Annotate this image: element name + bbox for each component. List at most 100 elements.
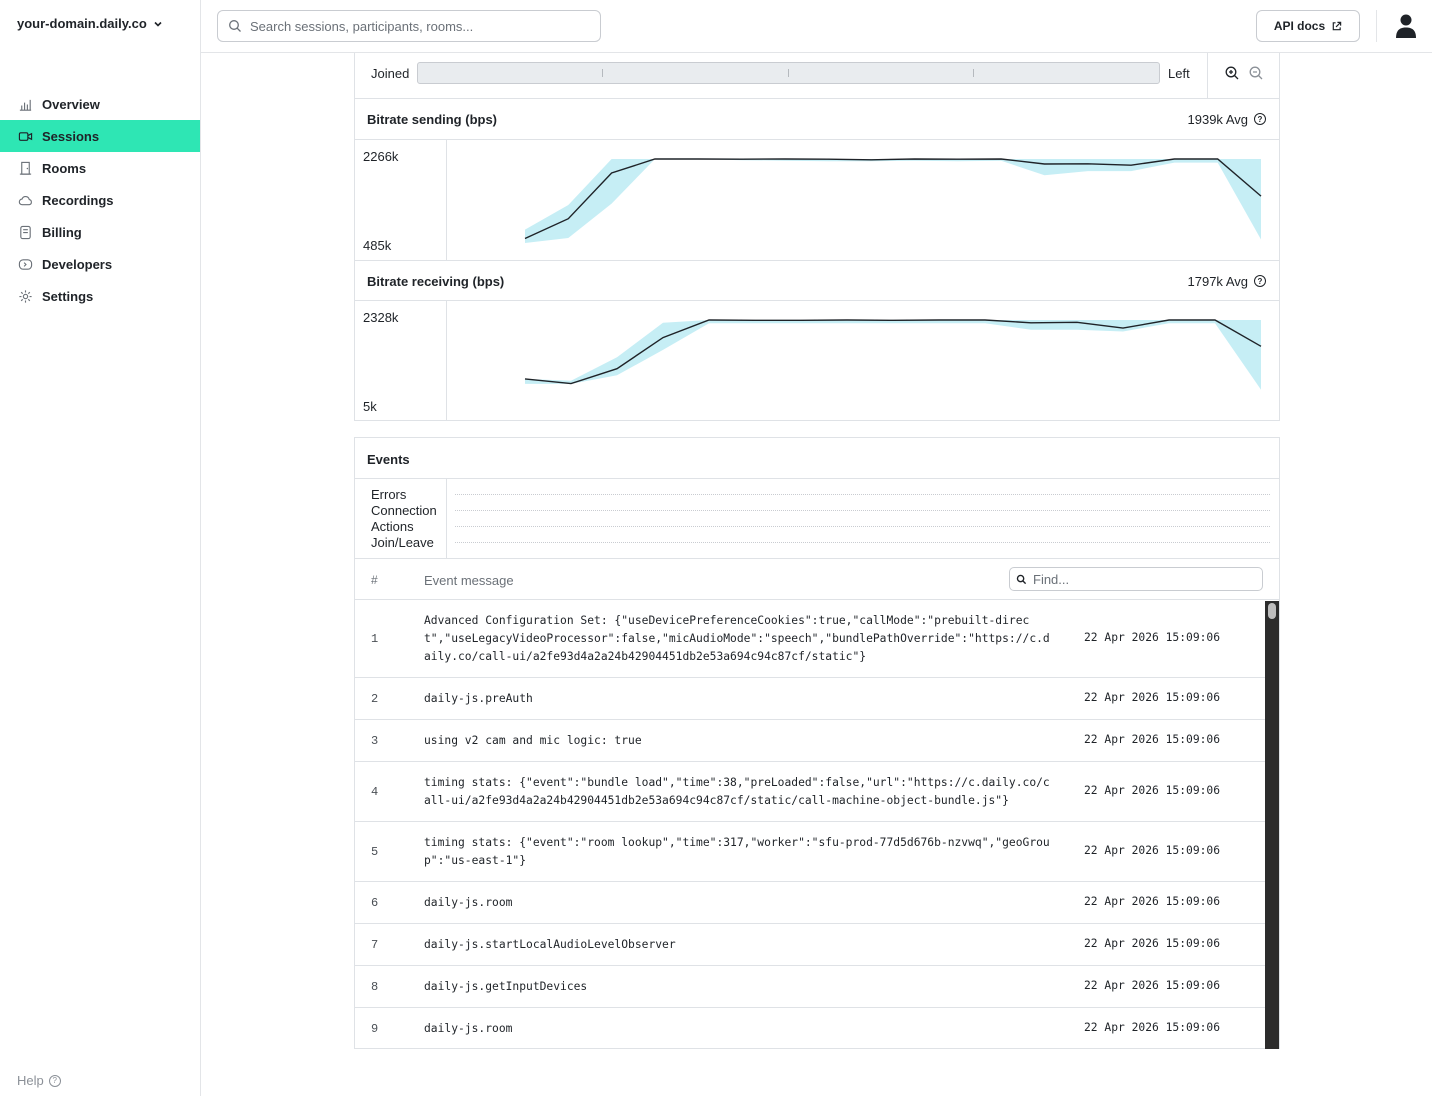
info-icon[interactable]: ?: [1254, 275, 1266, 287]
user-avatar-icon[interactable]: [1394, 13, 1418, 39]
timeline-tick: [602, 69, 603, 77]
column-header-message: Event message: [424, 573, 514, 588]
row-number: 4: [371, 785, 379, 799]
sidebar: your-domain.daily.co Overview Sessions R…: [0, 0, 201, 1096]
bitrate-sending-title: Bitrate sending (bps): [367, 112, 498, 127]
bitrate-receiving-header: Bitrate receiving (bps) 1797k Avg ?: [355, 260, 1279, 301]
row-time: 22 Apr 2026 15:09:06: [1084, 1021, 1221, 1034]
sidebar-item-label: Developers: [42, 256, 113, 272]
lane-label-actions: Actions: [371, 519, 414, 534]
bitrate-receiving-chart: 2328k 5k: [355, 301, 1279, 421]
events-title: Events: [367, 452, 410, 467]
row-time: 22 Apr 2026 15:09:06: [1084, 979, 1221, 992]
row-time: 22 Apr 2026 15:09:06: [1084, 895, 1221, 908]
y-max-label: 2328k: [363, 310, 399, 325]
find-input[interactable]: [1033, 571, 1253, 587]
api-docs-label: API docs: [1273, 19, 1326, 33]
row-time: 22 Apr 2026 15:09:06: [1084, 784, 1221, 797]
table-row[interactable]: 5 timing stats: {"event":"room lookup","…: [355, 822, 1265, 882]
timeline-track[interactable]: [417, 62, 1160, 84]
gear-icon: [17, 288, 33, 304]
video-camera-icon: [17, 128, 33, 144]
sidebar-item-rooms[interactable]: Rooms: [0, 152, 200, 184]
table-row[interactable]: 3 using v2 cam and mic logic: true 22 Ap…: [355, 720, 1265, 762]
bitrate-series-line: [524, 319, 1262, 385]
table-row[interactable]: 1 Advanced Configuration Set: {"useDevic…: [355, 601, 1265, 678]
table-row[interactable]: 2 daily-js.preAuth 22 Apr 2026 15:09:06: [355, 678, 1265, 720]
sidebar-item-developers[interactable]: Developers: [0, 248, 200, 280]
sidebar-item-label: Sessions: [42, 128, 100, 144]
receipt-icon: [17, 224, 33, 240]
bitrate-range-band: [525, 159, 1261, 243]
bitrate-receiving-plot[interactable]: [448, 301, 1279, 421]
row-number: 2: [371, 692, 379, 706]
table-row[interactable]: 8 daily-js.getInputDevices 22 Apr 2026 1…: [355, 966, 1265, 1008]
bitrate-receiving-avg: 1797k Avg: [1187, 274, 1248, 289]
lane-track-join-leave: [455, 542, 1270, 543]
table-row[interactable]: 7 daily-js.startLocalAudioLevelObserver …: [355, 924, 1265, 966]
events-table-body: 1 Advanced Configuration Set: {"useDevic…: [355, 601, 1265, 1049]
divider: [1207, 53, 1208, 98]
search-box[interactable]: [217, 10, 601, 42]
sidebar-item-overview[interactable]: Overview: [0, 88, 200, 120]
y-max-label: 2266k: [363, 149, 399, 164]
row-message: timing stats: {"event":"bundle load","ti…: [424, 776, 1050, 807]
sidebar-item-label: Billing: [42, 224, 82, 240]
zoom-out-icon[interactable]: [1248, 65, 1264, 81]
lane-label-join-leave: Join/Leave: [371, 535, 434, 550]
y-min-label: 485k: [363, 238, 392, 253]
row-message: daily-js.room: [424, 1022, 513, 1035]
domain-switcher[interactable]: your-domain.daily.co: [17, 16, 163, 31]
scrollbar-thumb[interactable]: [1268, 603, 1276, 619]
y-min-label: 5k: [363, 399, 377, 414]
table-row[interactable]: 9 daily-js.room 22 Apr 2026 15:09:06: [355, 1008, 1265, 1049]
bitrate-range-band: [525, 320, 1261, 390]
table-row[interactable]: 6 daily-js.room 22 Apr 2026 15:09:06: [355, 882, 1265, 924]
events-panel: Events Errors Connection Actions Join/Le…: [354, 437, 1280, 1049]
lane-track-actions: [455, 526, 1270, 527]
external-link-icon: [1332, 21, 1342, 30]
find-box[interactable]: [1009, 567, 1263, 591]
row-time: 22 Apr 2026 15:09:06: [1084, 631, 1221, 644]
lane-label-errors: Errors: [371, 487, 407, 502]
sidebar-item-billing[interactable]: Billing: [0, 216, 200, 248]
sidebar-item-settings[interactable]: Settings: [0, 280, 200, 312]
lane-labels: Errors Connection Actions Join/Leave: [355, 479, 447, 559]
bitrate-sending-plot[interactable]: [448, 140, 1279, 260]
row-number: 1: [371, 632, 379, 646]
row-message: daily-js.startLocalAudioLevelObserver: [424, 938, 676, 951]
row-message: daily-js.room: [424, 896, 513, 909]
event-lanes: Errors Connection Actions Join/Leave: [355, 479, 1279, 559]
left-label: Left: [1168, 66, 1190, 81]
sidebar-item-recordings[interactable]: Recordings: [0, 184, 200, 216]
sidebar-item-sessions[interactable]: Sessions: [0, 120, 200, 152]
chevron-down-icon: [154, 21, 162, 27]
row-message: Advanced Configuration Set: {"useDeviceP…: [424, 614, 1050, 663]
sidebar-item-label: Recordings: [42, 192, 114, 208]
api-docs-button[interactable]: API docs: [1256, 10, 1360, 42]
sidebar-nav: Overview Sessions Rooms Recordings Billi…: [0, 88, 200, 312]
timeline-tick: [973, 69, 974, 77]
row-number: 7: [371, 938, 379, 952]
joined-label: Joined: [371, 66, 410, 81]
zoom-in-icon[interactable]: [1224, 65, 1240, 81]
timeline-tick: [788, 69, 789, 77]
events-table-header: # Event message: [355, 560, 1279, 600]
row-number: 6: [371, 896, 379, 910]
table-row[interactable]: 4 timing stats: {"event":"bundle load","…: [355, 762, 1265, 822]
question-icon: ?: [48, 1074, 61, 1087]
row-number: 3: [371, 734, 379, 748]
door-icon: [17, 160, 33, 176]
help-label: Help: [17, 1073, 44, 1088]
y-axis: 2328k 5k: [355, 301, 447, 421]
domain-label: your-domain.daily.co: [17, 16, 147, 31]
search-input[interactable]: [250, 18, 580, 34]
session-timeline: Joined Left: [354, 53, 1280, 99]
events-scrollbar[interactable]: [1265, 601, 1279, 1049]
help-link[interactable]: Help ?: [17, 1073, 61, 1088]
bitrate-sending-avg: 1939k Avg: [1187, 112, 1248, 127]
sidebar-item-label: Rooms: [42, 160, 87, 176]
row-message: using v2 cam and mic logic: true: [424, 734, 642, 747]
info-icon[interactable]: ?: [1254, 113, 1266, 125]
row-number: 9: [371, 1022, 379, 1036]
